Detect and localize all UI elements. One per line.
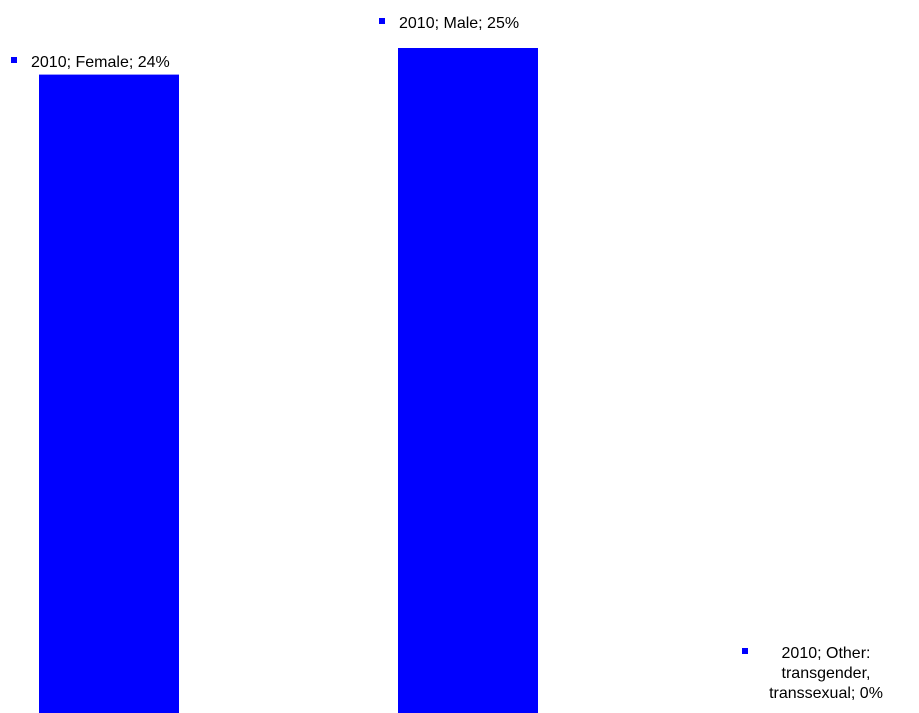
data-label-line: 2010; Other: (782, 645, 871, 662)
data-label-text: 2010; Other: transgender, transsexual; 0% (769, 645, 883, 702)
bars-group (39, 48, 538, 713)
data-label-1: 2010; Female; 24% (11, 54, 170, 71)
data-label-line: 2010; Male; 25% (399, 15, 519, 32)
data-label-line: transsexual; 0% (769, 685, 883, 702)
data-labels-group: 2010; Female; 24% 2010; Male; 25% 2010; Ot… (11, 15, 883, 702)
data-label-line: 2010; Female; 24% (31, 54, 170, 71)
bar-1 (39, 74, 179, 713)
bar-2 (398, 48, 538, 713)
data-label-3: 2010; Other: transgender, transsexual; 0% (742, 645, 883, 702)
data-label-2: 2010; Male; 25% (379, 15, 519, 32)
data-label-line: transgender, (782, 665, 871, 682)
legend-marker-icon (742, 648, 748, 654)
data-label-text: 2010; Female; 24% (31, 54, 170, 71)
legend-marker-icon (379, 18, 385, 24)
legend-marker-icon (11, 57, 17, 63)
data-label-text: 2010; Male; 25% (399, 15, 519, 32)
